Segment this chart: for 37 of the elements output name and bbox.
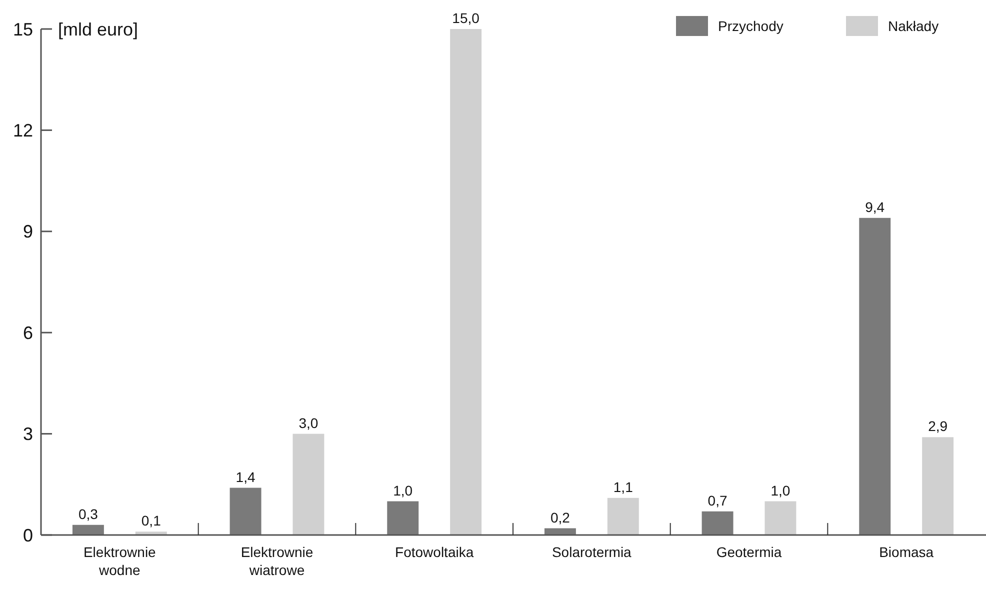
bar — [72, 524, 104, 535]
x-tick-label: Elektrownie wodne — [83, 544, 156, 578]
bar — [607, 498, 639, 535]
data-label: 9,4 — [865, 198, 885, 215]
data-label: 0,1 — [141, 512, 162, 529]
data-label: 1,1 — [613, 478, 634, 495]
y-tick-label: 12 — [12, 120, 33, 140]
y-tick-label: 6 — [22, 322, 33, 343]
legend-label: Przychody — [718, 18, 784, 34]
bar — [922, 437, 954, 535]
legend-label: Nakłady — [888, 18, 939, 34]
x-tick-label: Elektrownie wiatrowe — [240, 544, 314, 578]
x-tick-label: Biomasa — [879, 544, 934, 560]
bar — [387, 501, 419, 535]
x-tick-label: Geotermia — [716, 544, 782, 560]
data-label: 3,0 — [298, 414, 318, 431]
y-tick-label: 0 — [22, 525, 33, 546]
y-tick-label: 9 — [22, 222, 33, 242]
data-label: 15,0 — [452, 10, 480, 26]
data-label: 1,0 — [393, 482, 413, 498]
data-label: 1,0 — [770, 482, 790, 498]
y-tick-label: 15 — [12, 19, 33, 40]
data-label: 0,3 — [78, 506, 98, 522]
bar — [702, 511, 734, 535]
bar — [450, 29, 482, 535]
data-label: 0,2 — [550, 509, 570, 526]
x-tick-label: Solarotermia — [552, 544, 632, 560]
data-label: 0,7 — [708, 492, 728, 508]
y-tick-label: 3 — [22, 424, 33, 444]
bar — [292, 434, 324, 535]
bar — [764, 501, 796, 535]
x-tick-label: Fotowoltaika — [395, 544, 474, 560]
bar — [230, 488, 262, 535]
y-axis-title: [mld euro] — [58, 19, 138, 40]
bar — [859, 218, 891, 535]
data-label: 1,4 — [236, 468, 256, 485]
data-label: 2,9 — [928, 418, 948, 434]
